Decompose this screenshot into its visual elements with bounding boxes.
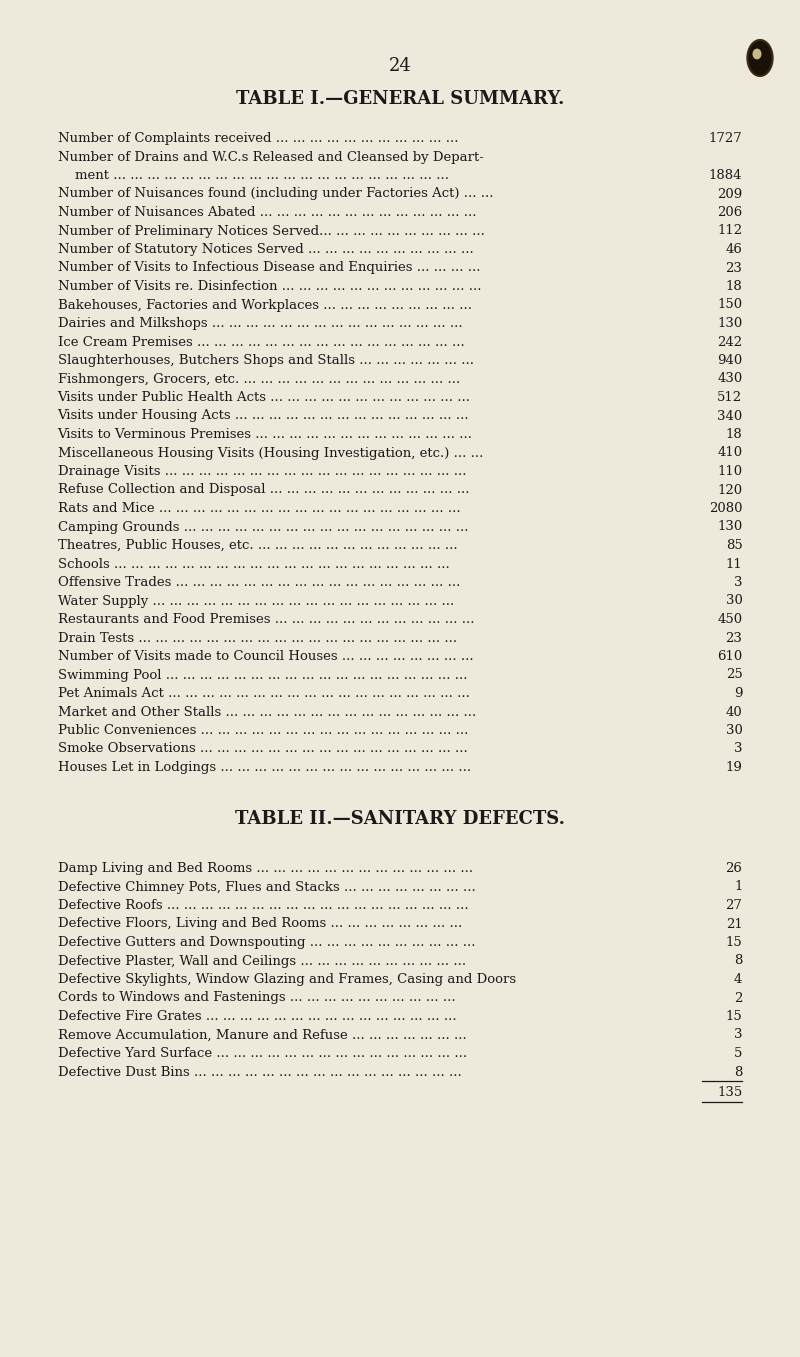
Text: Fishmongers, Grocers, etc. ... ... ... ... ... ... ... ... ... ... ... ... ...: Fishmongers, Grocers, etc. ... ... ... .… [58, 373, 460, 385]
Text: Defective Floors, Living and Bed Rooms ... ... ... ... ... ... ... ...: Defective Floors, Living and Bed Rooms .… [58, 917, 462, 931]
Text: 3: 3 [734, 1029, 742, 1042]
Text: Refuse Collection and Disposal ... ... ... ... ... ... ... ... ... ... ... ...: Refuse Collection and Disposal ... ... .… [58, 483, 469, 497]
Text: Public Conveniences ... ... ... ... ... ... ... ... ... ... ... ... ... ... ... : Public Conveniences ... ... ... ... ... … [58, 725, 468, 737]
Text: Defective Yard Surface ... ... ... ... ... ... ... ... ... ... ... ... ... ... .: Defective Yard Surface ... ... ... ... .… [58, 1048, 466, 1060]
Text: 85: 85 [726, 539, 742, 552]
Text: Offensive Trades ... ... ... ... ... ... ... ... ... ... ... ... ... ... ... ...: Offensive Trades ... ... ... ... ... ...… [58, 575, 460, 589]
Text: Pet Animals Act ... ... ... ... ... ... ... ... ... ... ... ... ... ... ... ... : Pet Animals Act ... ... ... ... ... ... … [58, 687, 470, 700]
Text: 2: 2 [734, 992, 742, 1004]
Text: 25: 25 [726, 669, 742, 681]
Text: 30: 30 [726, 594, 742, 608]
Text: 8: 8 [734, 1065, 742, 1079]
Text: 27: 27 [726, 898, 742, 912]
Text: 26: 26 [726, 862, 742, 875]
Text: Swimming Pool ... ... ... ... ... ... ... ... ... ... ... ... ... ... ... ... ..: Swimming Pool ... ... ... ... ... ... ..… [58, 669, 467, 681]
Text: Visits under Public Health Acts ... ... ... ... ... ... ... ... ... ... ... ...: Visits under Public Health Acts ... ... … [58, 391, 470, 404]
Text: Number of Visits made to Council Houses ... ... ... ... ... ... ... ...: Number of Visits made to Council Houses … [58, 650, 474, 664]
Text: Bakehouses, Factories and Workplaces ... ... ... ... ... ... ... ... ...: Bakehouses, Factories and Workplaces ...… [58, 299, 472, 312]
Text: Drainage Visits ... ... ... ... ... ... ... ... ... ... ... ... ... ... ... ... : Drainage Visits ... ... ... ... ... ... … [58, 465, 466, 478]
Text: 23: 23 [726, 631, 742, 645]
Text: Water Supply ... ... ... ... ... ... ... ... ... ... ... ... ... ... ... ... ...: Water Supply ... ... ... ... ... ... ...… [58, 594, 454, 608]
Text: Defective Roofs ... ... ... ... ... ... ... ... ... ... ... ... ... ... ... ... : Defective Roofs ... ... ... ... ... ... … [58, 898, 468, 912]
Text: 9: 9 [734, 687, 742, 700]
Text: 40: 40 [726, 706, 742, 718]
Text: 340: 340 [717, 410, 742, 422]
Text: 18: 18 [726, 280, 742, 293]
Text: Damp Living and Bed Rooms ... ... ... ... ... ... ... ... ... ... ... ... ...: Damp Living and Bed Rooms ... ... ... ..… [58, 862, 473, 875]
Text: 1727: 1727 [709, 132, 742, 145]
Text: 46: 46 [726, 243, 742, 256]
Text: 4: 4 [734, 973, 742, 987]
Text: 18: 18 [726, 427, 742, 441]
Text: 3: 3 [734, 742, 742, 756]
Text: 430: 430 [717, 373, 742, 385]
Text: Defective Chimney Pots, Flues and Stacks ... ... ... ... ... ... ... ...: Defective Chimney Pots, Flues and Stacks… [58, 881, 475, 893]
Text: Defective Fire Grates ... ... ... ... ... ... ... ... ... ... ... ... ... ... ..: Defective Fire Grates ... ... ... ... ..… [58, 1010, 456, 1023]
Text: 15: 15 [726, 1010, 742, 1023]
Text: Slaughterhouses, Butchers Shops and Stalls ... ... ... ... ... ... ...: Slaughterhouses, Butchers Shops and Stal… [58, 354, 474, 366]
Text: Number of Preliminary Notices Served... ... ... ... ... ... ... ... ... ...: Number of Preliminary Notices Served... … [58, 224, 485, 237]
Ellipse shape [753, 49, 762, 60]
Text: Houses Let in Lodgings ... ... ... ... ... ... ... ... ... ... ... ... ... ... .: Houses Let in Lodgings ... ... ... ... .… [58, 761, 470, 773]
Text: 3: 3 [734, 575, 742, 589]
Text: 610: 610 [717, 650, 742, 664]
Text: Number of Nuisances found (including under Factories Act) ... ...: Number of Nuisances found (including und… [58, 187, 493, 201]
Text: 5: 5 [734, 1048, 742, 1060]
Text: 15: 15 [726, 936, 742, 949]
Text: 209: 209 [717, 187, 742, 201]
Text: Defective Skylights, Window Glazing and Frames, Casing and Doors: Defective Skylights, Window Glazing and … [58, 973, 516, 987]
Text: Number of Nuisances Abated ... ... ... ... ... ... ... ... ... ... ... ... ...: Number of Nuisances Abated ... ... ... .… [58, 206, 476, 218]
Text: 2080: 2080 [709, 502, 742, 516]
Text: Camping Grounds ... ... ... ... ... ... ... ... ... ... ... ... ... ... ... ... : Camping Grounds ... ... ... ... ... ... … [58, 521, 468, 533]
Text: 410: 410 [718, 446, 742, 460]
Text: Number of Visits to Infectious Disease and Enquiries ... ... ... ...: Number of Visits to Infectious Disease a… [58, 262, 480, 274]
Text: 206: 206 [717, 206, 742, 218]
Text: 1: 1 [734, 881, 742, 893]
Text: 940: 940 [717, 354, 742, 366]
Text: Dairies and Milkshops ... ... ... ... ... ... ... ... ... ... ... ... ... ... ..: Dairies and Milkshops ... ... ... ... ..… [58, 318, 462, 330]
Text: Miscellaneous Housing Visits (Housing Investigation, etc.) ... ...: Miscellaneous Housing Visits (Housing In… [58, 446, 483, 460]
Text: 450: 450 [718, 613, 742, 626]
Text: 112: 112 [718, 224, 742, 237]
Text: Defective Dust Bins ... ... ... ... ... ... ... ... ... ... ... ... ... ... ... : Defective Dust Bins ... ... ... ... ... … [58, 1065, 462, 1079]
Text: 130: 130 [717, 521, 742, 533]
Text: 30: 30 [726, 725, 742, 737]
Text: Cords to Windows and Fastenings ... ... ... ... ... ... ... ... ... ...: Cords to Windows and Fastenings ... ... … [58, 992, 455, 1004]
Text: 512: 512 [718, 391, 742, 404]
Text: Visits to Verminous Premises ... ... ... ... ... ... ... ... ... ... ... ... ...: Visits to Verminous Premises ... ... ...… [58, 427, 473, 441]
Text: Rats and Mice ... ... ... ... ... ... ... ... ... ... ... ... ... ... ... ... ..: Rats and Mice ... ... ... ... ... ... ..… [58, 502, 460, 516]
Text: 135: 135 [717, 1086, 742, 1099]
Text: 110: 110 [718, 465, 742, 478]
Text: Schools ... ... ... ... ... ... ... ... ... ... ... ... ... ... ... ... ... ... : Schools ... ... ... ... ... ... ... ... … [58, 558, 450, 570]
Ellipse shape [747, 39, 773, 76]
Text: 23: 23 [726, 262, 742, 274]
Text: Number of Complaints received ... ... ... ... ... ... ... ... ... ... ...: Number of Complaints received ... ... ..… [58, 132, 458, 145]
Text: TABLE II.—SANITARY DEFECTS.: TABLE II.—SANITARY DEFECTS. [235, 810, 565, 828]
Text: Ice Cream Premises ... ... ... ... ... ... ... ... ... ... ... ... ... ... ... .: Ice Cream Premises ... ... ... ... ... .… [58, 335, 464, 349]
Text: Drain Tests ... ... ... ... ... ... ... ... ... ... ... ... ... ... ... ... ... : Drain Tests ... ... ... ... ... ... ... … [58, 631, 457, 645]
Text: 11: 11 [726, 558, 742, 570]
Text: Defective Plaster, Wall and Ceilings ... ... ... ... ... ... ... ... ... ...: Defective Plaster, Wall and Ceilings ...… [58, 954, 466, 968]
Text: Smoke Observations ... ... ... ... ... ... ... ... ... ... ... ... ... ... ... .: Smoke Observations ... ... ... ... ... .… [58, 742, 467, 756]
Text: 150: 150 [718, 299, 742, 312]
Text: Number of Statutory Notices Served ... ... ... ... ... ... ... ... ... ...: Number of Statutory Notices Served ... .… [58, 243, 474, 256]
Text: 242: 242 [718, 335, 742, 349]
Text: Number of Visits re. Disinfection ... ... ... ... ... ... ... ... ... ... ... ..: Number of Visits re. Disinfection ... ..… [58, 280, 481, 293]
Text: TABLE I.—GENERAL SUMMARY.: TABLE I.—GENERAL SUMMARY. [236, 90, 564, 109]
Text: 19: 19 [726, 761, 742, 773]
Text: Restaurants and Food Premises ... ... ... ... ... ... ... ... ... ... ... ...: Restaurants and Food Premises ... ... ..… [58, 613, 474, 626]
Text: Remove Accumulation, Manure and Refuse ... ... ... ... ... ... ...: Remove Accumulation, Manure and Refuse .… [58, 1029, 466, 1042]
Text: Market and Other Stalls ... ... ... ... ... ... ... ... ... ... ... ... ... ... : Market and Other Stalls ... ... ... ... … [58, 706, 476, 718]
Text: 21: 21 [726, 917, 742, 931]
Text: 120: 120 [718, 483, 742, 497]
Text: ment ... ... ... ... ... ... ... ... ... ... ... ... ... ... ... ... ... ... ...: ment ... ... ... ... ... ... ... ... ...… [58, 170, 449, 182]
Text: Number of Drains and W.C.s Released and Cleansed by Depart-: Number of Drains and W.C.s Released and … [58, 151, 483, 163]
Text: Defective Gutters and Downspouting ... ... ... ... ... ... ... ... ... ...: Defective Gutters and Downspouting ... .… [58, 936, 475, 949]
Text: 24: 24 [389, 57, 411, 75]
Text: 1884: 1884 [709, 170, 742, 182]
Text: Visits under Housing Acts ... ... ... ... ... ... ... ... ... ... ... ... ... ..: Visits under Housing Acts ... ... ... ..… [58, 410, 470, 422]
Text: 8: 8 [734, 954, 742, 968]
Text: 130: 130 [717, 318, 742, 330]
Text: Theatres, Public Houses, etc. ... ... ... ... ... ... ... ... ... ... ... ...: Theatres, Public Houses, etc. ... ... ..… [58, 539, 458, 552]
